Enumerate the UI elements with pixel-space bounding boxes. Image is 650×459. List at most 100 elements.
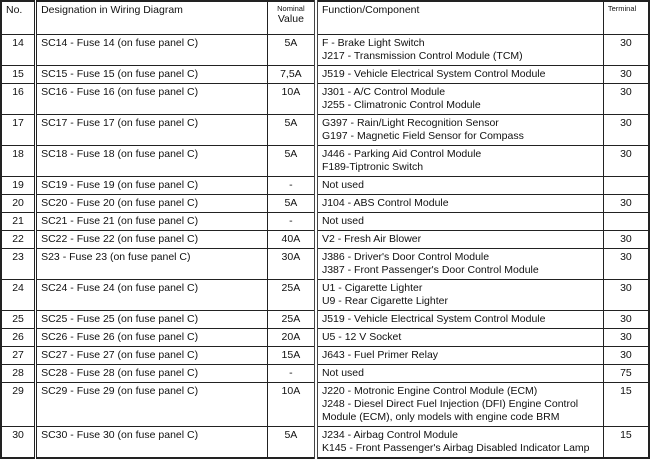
- cell-value: 30A: [266, 247, 317, 280]
- cell-no: 15: [0, 64, 37, 84]
- function-line: G197 - Magnetic Field Sensor for Compass: [321, 129, 524, 142]
- cell-designation: SC29 - Fuse 29 (on fuse panel C): [34, 381, 268, 427]
- cell-value: -: [266, 175, 317, 195]
- cell-value: -: [266, 363, 317, 383]
- table-row: 23 S23 - Fuse 23 (on fuse panel C) 30A J386…: [0, 247, 650, 280]
- function-line: U1 - Cigarette Lighter: [321, 281, 423, 294]
- header-value-top: Nominal: [277, 4, 305, 13]
- cell-designation: SC22 - Fuse 22 (on fuse panel C): [34, 229, 268, 249]
- cell-function: U1 - Cigarette Lighter U9 - Rear Cigarett…: [313, 278, 604, 311]
- cell-function: V2 - Fresh Air Blower: [313, 229, 604, 249]
- cell-function: J301 - A/C Control Module J255 - Climatro…: [313, 82, 604, 115]
- cell-designation: SC14 - Fuse 14 (on fuse panel C): [34, 33, 268, 66]
- table-row: 15 SC15 - Fuse 15 (on fuse panel C) 7,5A J5…: [0, 64, 650, 84]
- cell-no: 29: [0, 381, 37, 427]
- cell-designation: S23 - Fuse 23 (on fuse panel C): [34, 247, 268, 280]
- table-row: 27 SC27 - Fuse 27 (on fuse panel C) 15A J64…: [0, 345, 650, 365]
- cell-no: 19: [0, 175, 37, 195]
- function-line: U5 - 12 V Socket: [321, 330, 402, 343]
- function-line: K145 - Front Passenger's Airbag Disabled…: [321, 441, 590, 454]
- cell-terminal: 15: [602, 381, 650, 427]
- cell-terminal: 30: [602, 113, 650, 146]
- cell-no: 21: [0, 211, 37, 231]
- cell-terminal: [602, 175, 650, 195]
- cell-designation: SC15 - Fuse 15 (on fuse panel C): [34, 64, 268, 84]
- function-line: U9 - Rear Cigarette Lighter: [321, 294, 448, 307]
- function-line: J386 - Driver's Door Control Module: [321, 250, 490, 263]
- cell-designation: SC16 - Fuse 16 (on fuse panel C): [34, 82, 268, 115]
- cell-function: G397 - Rain/Light Recognition Sensor G197…: [313, 113, 604, 146]
- cell-designation: SC21 - Fuse 21 (on fuse panel C): [34, 211, 268, 231]
- cell-designation: SC19 - Fuse 19 (on fuse panel C): [34, 175, 268, 195]
- cell-function: J104 - ABS Control Module: [313, 193, 604, 213]
- header-terminal: Terminal: [602, 0, 650, 35]
- table-row: 22 SC22 - Fuse 22 (on fuse panel C) 40A V2 …: [0, 229, 650, 249]
- table-row: 16 SC16 - Fuse 16 (on fuse panel C) 10A J30…: [0, 82, 650, 115]
- cell-value: -: [266, 211, 317, 231]
- cell-terminal: 30: [602, 64, 650, 84]
- cell-terminal: 30: [602, 144, 650, 177]
- cell-terminal: 30: [602, 278, 650, 311]
- cell-value: 5A: [266, 193, 317, 213]
- function-line: J234 - Airbag Control Module: [321, 428, 458, 441]
- table-row: 28 SC28 - Fuse 28 (on fuse panel C) - Not u…: [0, 363, 650, 383]
- cell-terminal: 30: [602, 247, 650, 280]
- cell-terminal: [602, 211, 650, 231]
- function-line: V2 - Fresh Air Blower: [321, 232, 422, 245]
- function-line: J519 - Vehicle Electrical System Control…: [321, 312, 546, 325]
- cell-function: J386 - Driver's Door Control Module J387 …: [313, 247, 604, 280]
- cell-value: 25A: [266, 309, 317, 329]
- header-no: No.: [0, 0, 37, 35]
- cell-function: J519 - Vehicle Electrical System Control…: [313, 309, 604, 329]
- function-line: Module (ECM), only models with engine co…: [321, 410, 560, 423]
- cell-value: 5A: [266, 33, 317, 66]
- cell-terminal: 30: [602, 193, 650, 213]
- cell-designation: SC30 - Fuse 30 (on fuse panel C): [34, 425, 268, 459]
- cell-value: 10A: [266, 381, 317, 427]
- cell-function: Not used: [313, 211, 604, 231]
- table-row: 18 SC18 - Fuse 18 (on fuse panel C) 5A J446…: [0, 144, 650, 177]
- cell-value: 40A: [266, 229, 317, 249]
- cell-terminal: 30: [602, 33, 650, 66]
- cell-no: 14: [0, 33, 37, 66]
- table-row: 19 SC19 - Fuse 19 (on fuse panel C) - Not u…: [0, 175, 650, 195]
- function-line: J446 - Parking Aid Control Module: [321, 147, 482, 160]
- function-line: J248 - Diesel Direct Fuel Injection (DFI…: [321, 397, 579, 410]
- header-value-bottom: Value: [277, 13, 304, 25]
- table-row: 20 SC20 - Fuse 20 (on fuse panel C) 5A J104…: [0, 193, 650, 213]
- function-line: F - Brake Light Switch: [321, 36, 425, 49]
- cell-value: 10A: [266, 82, 317, 115]
- header-value: Nominal Value: [266, 0, 317, 35]
- cell-designation: SC18 - Fuse 18 (on fuse panel C): [34, 144, 268, 177]
- table-row: 25 SC25 - Fuse 25 (on fuse panel C) 25A J51…: [0, 309, 650, 329]
- cell-function: Not used: [313, 363, 604, 383]
- function-line: G397 - Rain/Light Recognition Sensor: [321, 116, 499, 129]
- table-row: 14 SC14 - Fuse 14 (on fuse panel C) 5A F - …: [0, 33, 650, 66]
- cell-function: F - Brake Light Switch J217 - Transmissio…: [313, 33, 604, 66]
- function-line: J255 - Climatronic Control Module: [321, 98, 481, 111]
- function-line: J104 - ABS Control Module: [321, 196, 449, 209]
- function-line: F189-Tiptronic Switch: [321, 160, 424, 173]
- cell-no: 28: [0, 363, 37, 383]
- cell-value: 5A: [266, 144, 317, 177]
- cell-function: J446 - Parking Aid Control Module F189-Ti…: [313, 144, 604, 177]
- header-function: Function/Component: [313, 0, 604, 35]
- cell-value: 5A: [266, 425, 317, 459]
- cell-terminal: 30: [602, 82, 650, 115]
- cell-function: J220 - Motronic Engine Control Module (E…: [313, 381, 604, 427]
- function-line: J217 - Transmission Control Module (TCM): [321, 49, 523, 62]
- cell-value: 5A: [266, 113, 317, 146]
- cell-no: 23: [0, 247, 37, 280]
- cell-designation: SC27 - Fuse 27 (on fuse panel C): [34, 345, 268, 365]
- cell-value: 7,5A: [266, 64, 317, 84]
- table-row: 29 SC29 - Fuse 29 (on fuse panel C) 10A J22…: [0, 381, 650, 427]
- cell-no: 24: [0, 278, 37, 311]
- table-row: 17 SC17 - Fuse 17 (on fuse panel C) 5A G397…: [0, 113, 650, 146]
- cell-terminal: 30: [602, 327, 650, 347]
- cell-designation: SC17 - Fuse 17 (on fuse panel C): [34, 113, 268, 146]
- cell-no: 16: [0, 82, 37, 115]
- cell-terminal: 15: [602, 425, 650, 459]
- function-line: Not used: [321, 366, 364, 379]
- function-line: J519 - Vehicle Electrical System Control…: [321, 67, 546, 80]
